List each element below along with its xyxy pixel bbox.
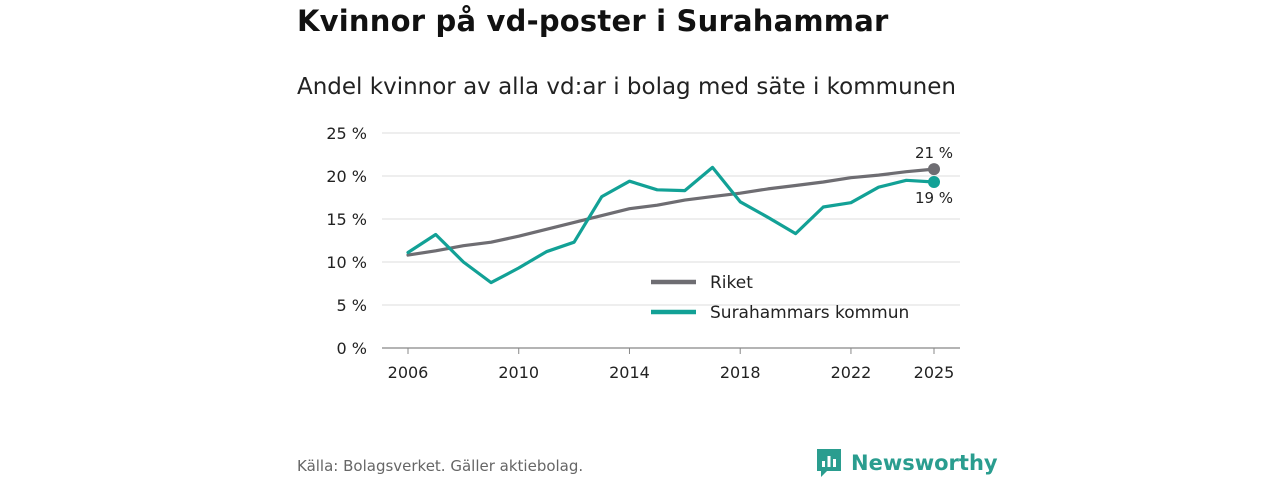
y-tick-label: 0 % xyxy=(337,339,367,358)
x-tick-label: 2014 xyxy=(609,363,650,382)
brand-name: Newsworthy xyxy=(851,451,998,475)
chart-subtitle: Andel kvinnor av alla vd:ar i bolag med … xyxy=(297,74,956,100)
chart-title: Kvinnor på vd-poster i Surahammar xyxy=(297,4,889,38)
legend-label-riket: Riket xyxy=(710,273,753,293)
series-line-riket xyxy=(406,167,936,257)
y-tick-label: 5 % xyxy=(337,296,367,315)
source-note: Källa: Bolagsverket. Gäller aktiebolag. xyxy=(297,457,584,475)
x-tick-label: 2025 xyxy=(914,363,955,382)
end-label-riket: 21 % xyxy=(915,144,953,162)
x-tick-label: 2018 xyxy=(720,363,761,382)
x-tick-label: 2006 xyxy=(388,363,429,382)
end-point-surahammar xyxy=(928,176,940,189)
end-label-surahammar: 19 % xyxy=(915,189,953,207)
brand-logo: Newsworthy xyxy=(815,447,998,479)
y-tick-label: 25 % xyxy=(326,124,367,143)
series-line-surahammar xyxy=(406,165,936,285)
y-tick-label: 20 % xyxy=(326,167,367,186)
end-point-riket xyxy=(928,163,940,176)
newsworthy-icon xyxy=(817,449,841,477)
x-tick-label: 2022 xyxy=(831,363,872,382)
legend-label-surahammar: Surahammars kommun xyxy=(710,303,909,323)
y-tick-label: 10 % xyxy=(326,253,367,272)
x-tick-label: 2010 xyxy=(498,363,539,382)
y-tick-label: 15 % xyxy=(326,210,367,229)
